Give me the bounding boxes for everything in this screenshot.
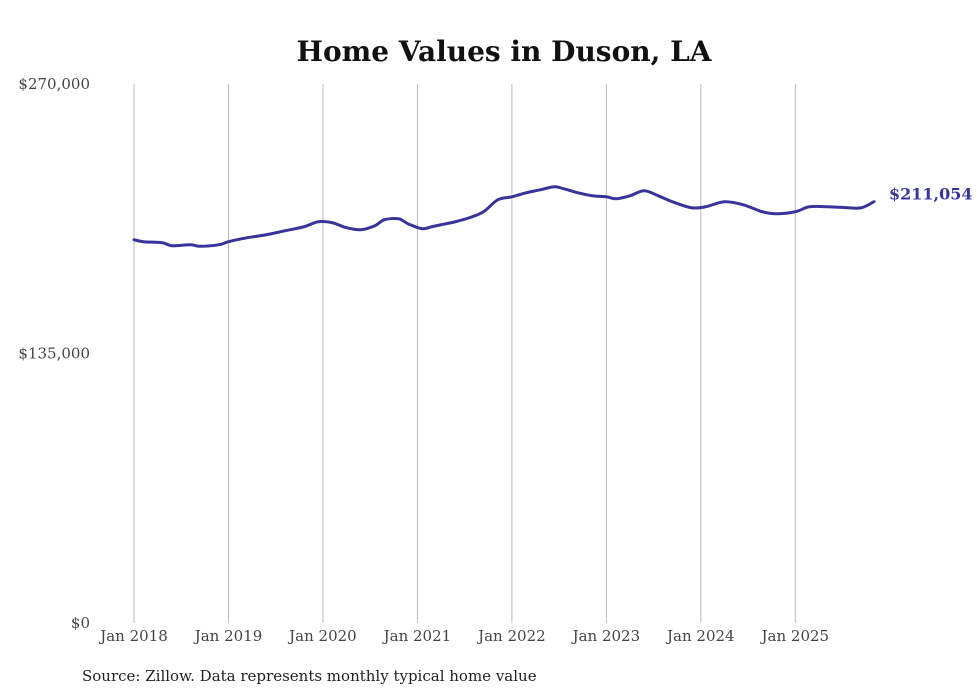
- x-tick-label: Jan 2022: [476, 627, 546, 645]
- x-tick-label: Jan 2018: [98, 627, 168, 645]
- y-tick-label: $135,000: [18, 345, 90, 363]
- y-tick-label: $270,000: [18, 75, 90, 93]
- x-axis-ticks: Jan 2018 Jan 2019 Jan 2020 Jan 2021 Jan 2022…: [98, 627, 829, 645]
- chart-title: Home Values in Duson, LA: [296, 35, 712, 68]
- x-tick-label: Jan 2025: [760, 627, 830, 645]
- end-value-label: $211,054: [889, 185, 973, 204]
- source-note: Source: Zillow. Data represents monthly …: [82, 667, 537, 685]
- x-tick-label: Jan 2024: [665, 627, 735, 645]
- y-tick-label: $0: [71, 614, 90, 632]
- series-layer: $211,054: [132, 185, 973, 248]
- y-axis-ticks: $0 $135,000 $270,000: [18, 75, 90, 632]
- x-tick-label: Jan 2020: [287, 627, 357, 645]
- x-tick-label: Jan 2019: [193, 627, 263, 645]
- x-tick-label: Jan 2023: [571, 627, 641, 645]
- gridlines: [133, 84, 796, 623]
- series-line-0: [132, 185, 876, 248]
- x-tick-label: Jan 2021: [382, 627, 452, 645]
